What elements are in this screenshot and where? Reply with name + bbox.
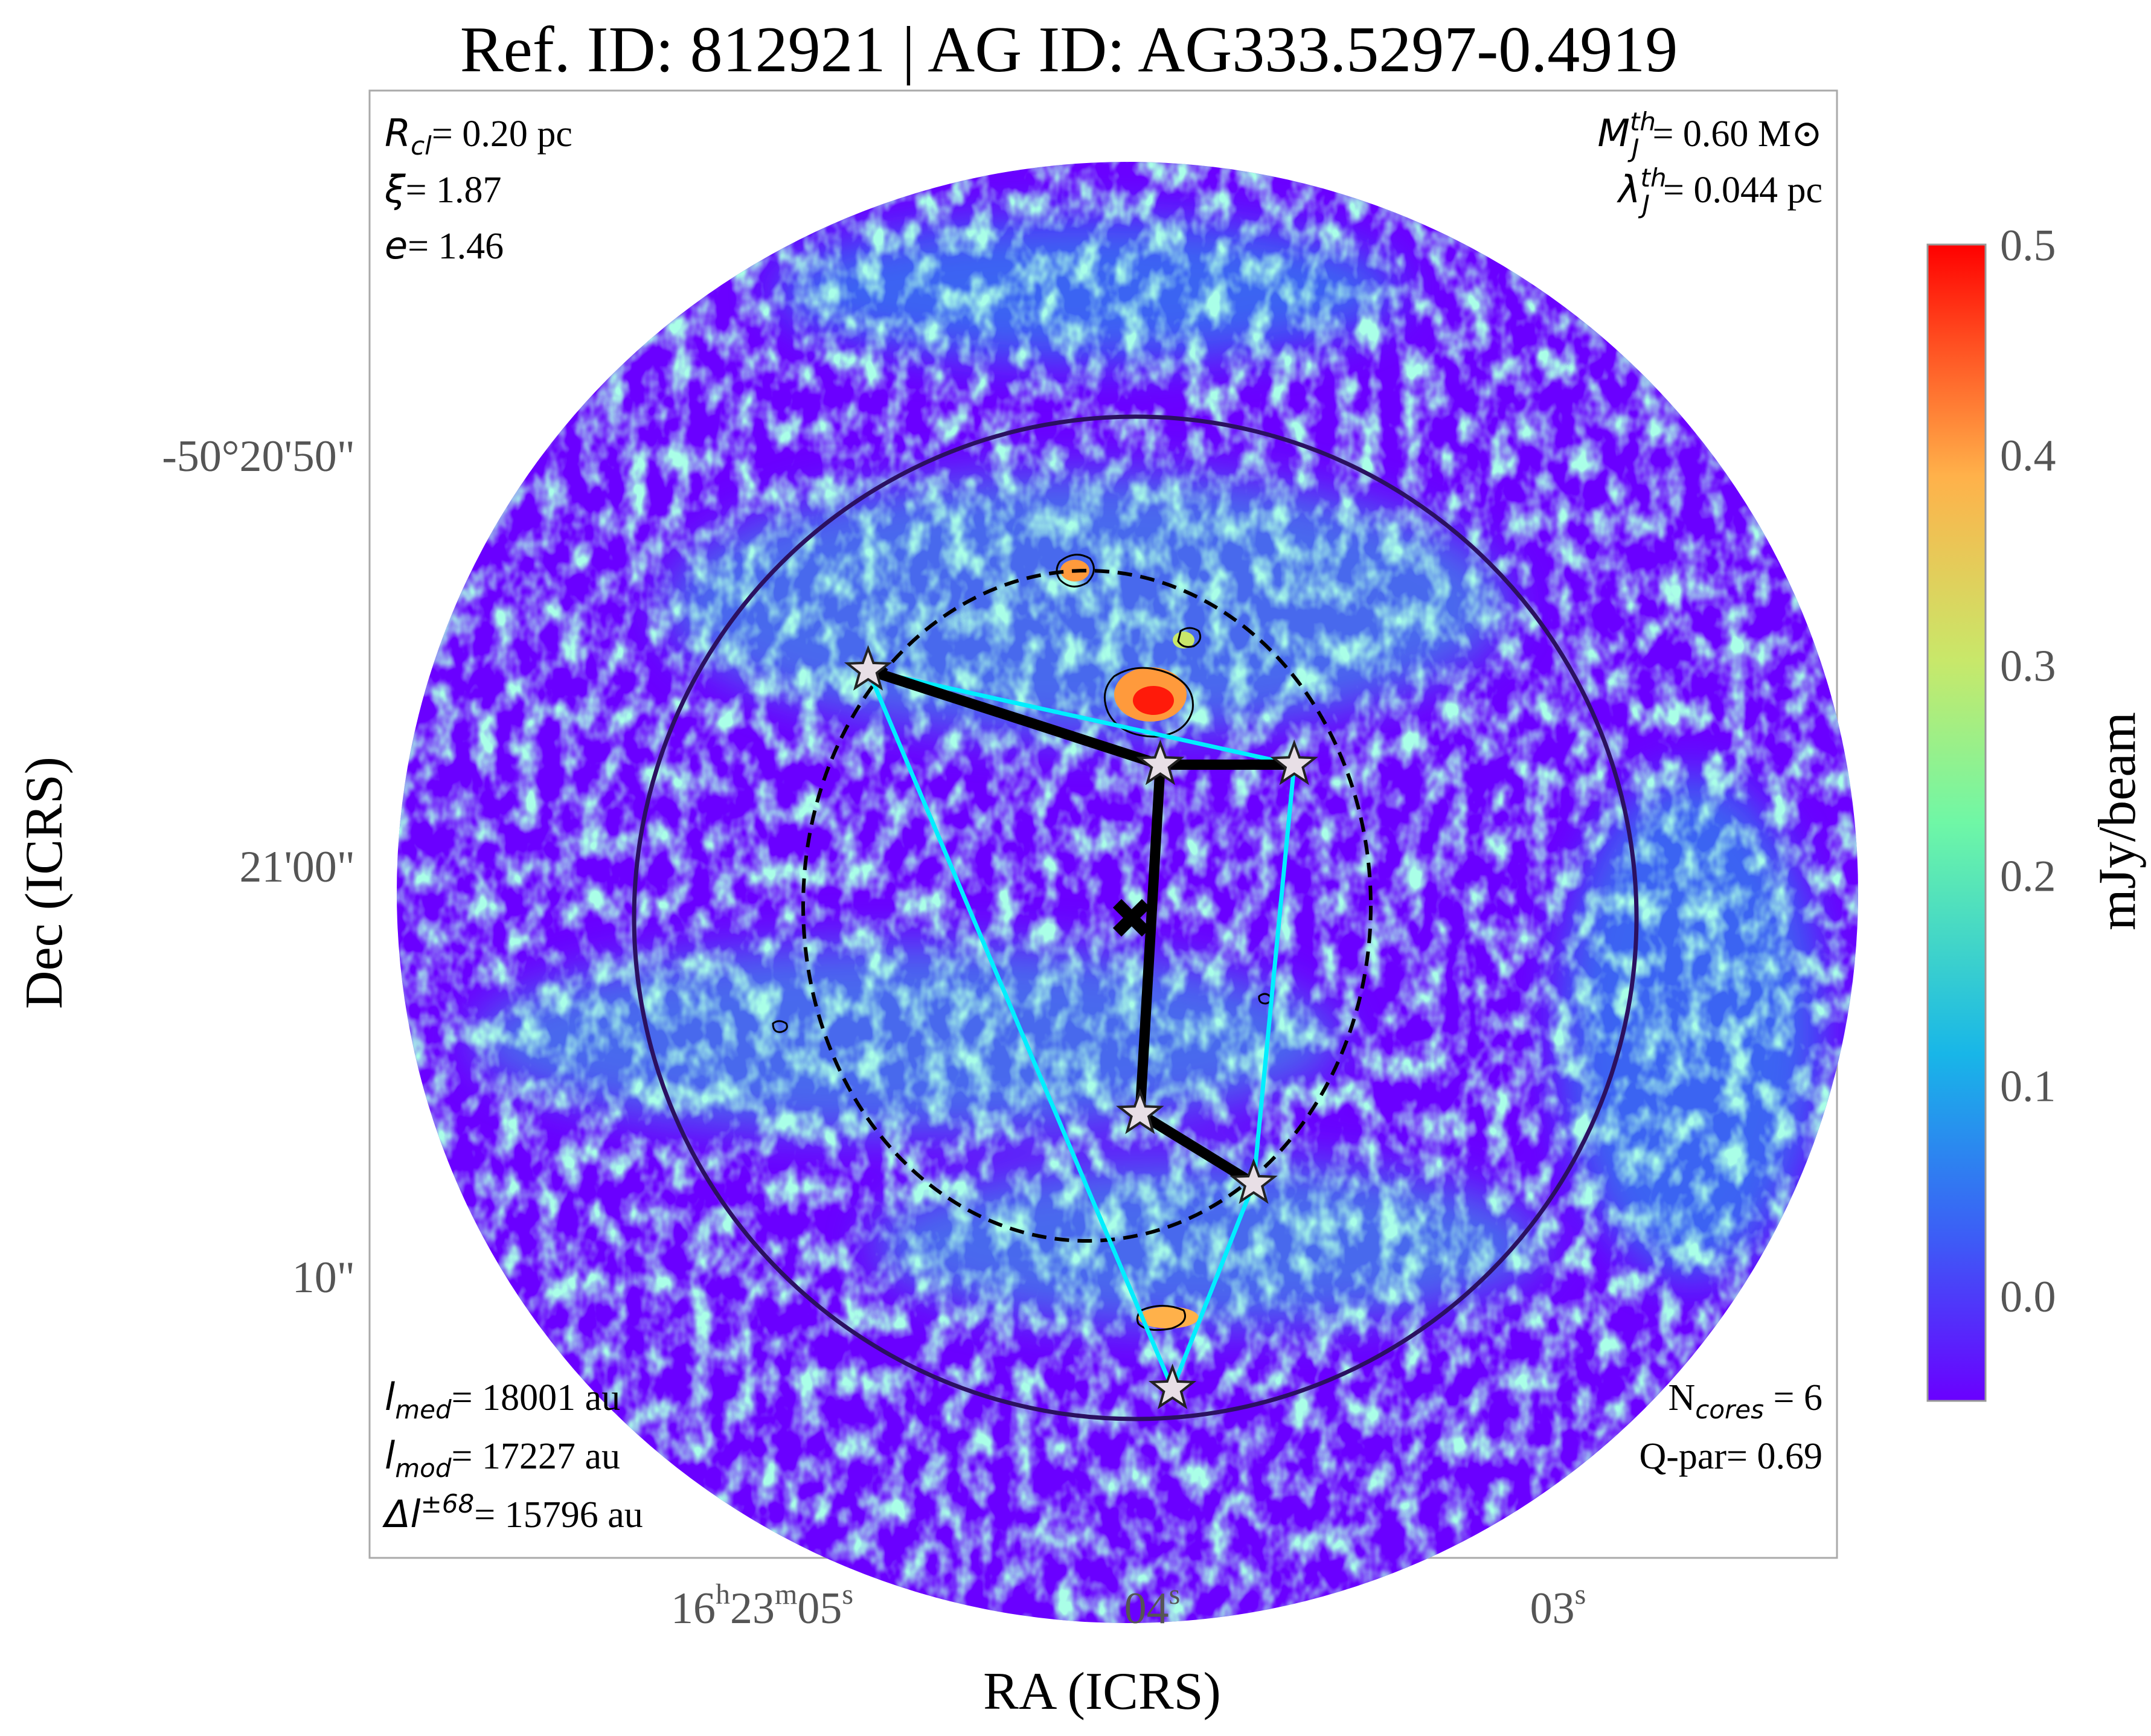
fitted-ellipse bbox=[801, 569, 1373, 1243]
core-star-marker bbox=[1116, 1088, 1164, 1135]
convex-hull bbox=[866, 668, 1297, 1391]
chart-title: Ref. ID: 812921 | AG ID: AG333.5297-0.49… bbox=[460, 14, 1678, 86]
core-star-marker bbox=[1270, 739, 1318, 786]
colorbar-tick-label: 0.2 bbox=[2000, 852, 2056, 902]
cluster-center-marker bbox=[1112, 898, 1151, 937]
annotation-l-med: lmed= 18001 au bbox=[385, 1375, 620, 1424]
core-star-marker bbox=[1148, 1363, 1197, 1409]
mst-edge bbox=[863, 665, 1165, 770]
colorbar-tick-label: 0.5 bbox=[2000, 221, 2056, 271]
hull-edge bbox=[1251, 762, 1297, 1186]
x-axis-label: RA (ICRS) bbox=[983, 1662, 1221, 1721]
annotation-l-mod: lmod= 17227 au bbox=[385, 1433, 620, 1483]
colorbar-tick-label: 0.1 bbox=[2000, 1062, 2056, 1112]
core-markers bbox=[844, 645, 1318, 1409]
y-tick-label: 10" bbox=[292, 1253, 355, 1302]
annotation-n-cores: Ncores = 6 bbox=[1668, 1377, 1822, 1424]
core-star-marker bbox=[1229, 1158, 1278, 1204]
colorbar-ticks: 0.0 0.1 0.2 0.3 0.4 0.5 bbox=[2000, 221, 2056, 1322]
y-tick-label: 21'00" bbox=[239, 842, 355, 892]
minimum-spanning-tree bbox=[863, 665, 1300, 1189]
core-star-marker bbox=[1136, 739, 1185, 786]
colorbar-label: mJy/beam bbox=[2088, 712, 2147, 930]
mst-edge bbox=[1135, 759, 1165, 1119]
core-star-marker bbox=[844, 645, 893, 691]
annotation-r-cl: Rcl= 0.20 pc bbox=[385, 111, 572, 161]
intensity-disk bbox=[397, 162, 1858, 1623]
x-tick-label: 04s bbox=[1124, 1578, 1181, 1633]
y-axis-label: Dec (ICRS) bbox=[15, 757, 74, 1009]
cluster-radius-circle bbox=[632, 414, 1639, 1421]
x-tick-label: 03s bbox=[1530, 1578, 1586, 1633]
colorbar-tick-label: 0.3 bbox=[2000, 641, 2056, 691]
colorbar-tick-label: 0.0 bbox=[2000, 1272, 2056, 1322]
colorbar-tick-label: 0.4 bbox=[2000, 431, 2056, 481]
colorbar: 0.0 0.1 0.2 0.3 0.4 0.5 mJy/beam bbox=[1926, 221, 2147, 1402]
hull-edge bbox=[866, 668, 1175, 1391]
annotation-delta-l: Δl±68= 15796 au bbox=[382, 1489, 643, 1536]
annotation-xi: ξ= 1.87 bbox=[384, 167, 502, 211]
mst-edge bbox=[1135, 1108, 1259, 1189]
colorbar-gradient bbox=[1926, 243, 1987, 1402]
y-tick-label: -50°20'50" bbox=[162, 432, 355, 481]
annotation-e: e= 1.46 bbox=[385, 223, 504, 267]
annotation-lambda-j-th: λth J = 0.044 pc bbox=[1617, 163, 1822, 219]
x-tick-label: 16h23m05s bbox=[671, 1578, 853, 1633]
hull-edge bbox=[866, 668, 1297, 767]
annotation-mj-th: Mth J = 0.60 M⊙ bbox=[1597, 107, 1822, 163]
map-panel: Rcl= 0.20 pc ξ= 1.87 e= 1.46 Mth J = 0.60 … bbox=[368, 89, 1858, 1623]
hull-edge bbox=[1170, 1181, 1256, 1391]
y-axis: -50°20'50" 21'00" 10" Dec (ICRS) bbox=[15, 432, 355, 1302]
annotation-q-par: Q-par= 0.69 bbox=[1639, 1436, 1822, 1477]
x-axis: 16h23m05s 04s 03s RA (ICRS) bbox=[671, 1578, 1586, 1721]
